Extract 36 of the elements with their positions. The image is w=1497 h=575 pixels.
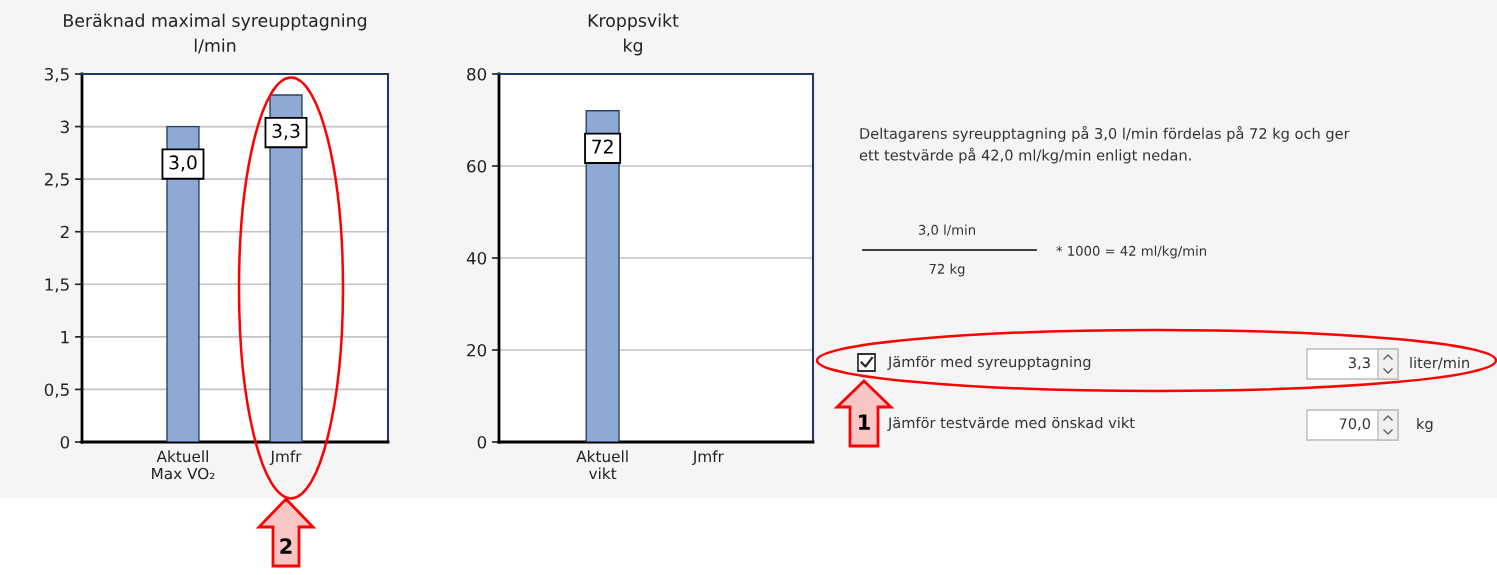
- y-tick-label: 40: [466, 251, 487, 265]
- text: Jämför med syreupptagning: [887, 355, 1091, 371]
- x-tick-label: Jmfr: [692, 450, 724, 465]
- x-tick-label: Jmfr: [269, 450, 302, 465]
- data-label: 3,0: [169, 155, 197, 172]
- text: 70,0: [1339, 418, 1371, 431]
- text: 1: [859, 414, 870, 430]
- text: Jämför testvärde med önskad vikt: [887, 416, 1135, 431]
- text: kg: [1417, 417, 1433, 433]
- text: 3,0 l/min: [918, 224, 975, 237]
- x-tick-label: Aktuell vikt: [576, 450, 628, 480]
- y-tick-label: 1,5: [45, 278, 69, 293]
- text: 3,3: [1348, 357, 1370, 370]
- y-tick-label: 80: [467, 67, 487, 81]
- chart-subtitle: l/min: [194, 38, 236, 54]
- text: * 1000 = 42 ml/kg/min: [1056, 245, 1206, 259]
- chart-title: Beräknad maximal syreupptagning: [64, 13, 367, 31]
- y-tick-label: 3: [60, 120, 69, 134]
- text: 72 kg: [929, 263, 965, 277]
- text: 2: [280, 538, 292, 554]
- chart-subtitle: kg: [624, 38, 642, 56]
- y-tick-label: 20: [467, 343, 487, 357]
- y-tick-label: 0: [60, 435, 70, 449]
- y-tick-label: 2: [60, 225, 69, 239]
- text: liter/min: [1410, 356, 1469, 370]
- text: Deltagarens syreupptagning på 3,0 l/min fördelas på 72 kg och ger ett testvärde på 42,0 ml/kg/min enligt nedan.: [859, 126, 1350, 164]
- data-label: 72: [592, 139, 613, 154]
- y-tick-label: 2,5: [44, 173, 69, 188]
- x-tick-label: Aktuell Max VO₂: [152, 450, 215, 480]
- y-tick-label: 3,5: [44, 67, 69, 83]
- y-tick-label: 0: [477, 435, 487, 449]
- y-tick-label: 60: [467, 159, 487, 173]
- chart-title: Kroppsvikt: [588, 13, 679, 31]
- y-tick-label: 0,5: [44, 383, 69, 398]
- data-label: 3,3: [272, 123, 300, 140]
- y-tick-label: 1: [61, 331, 69, 344]
